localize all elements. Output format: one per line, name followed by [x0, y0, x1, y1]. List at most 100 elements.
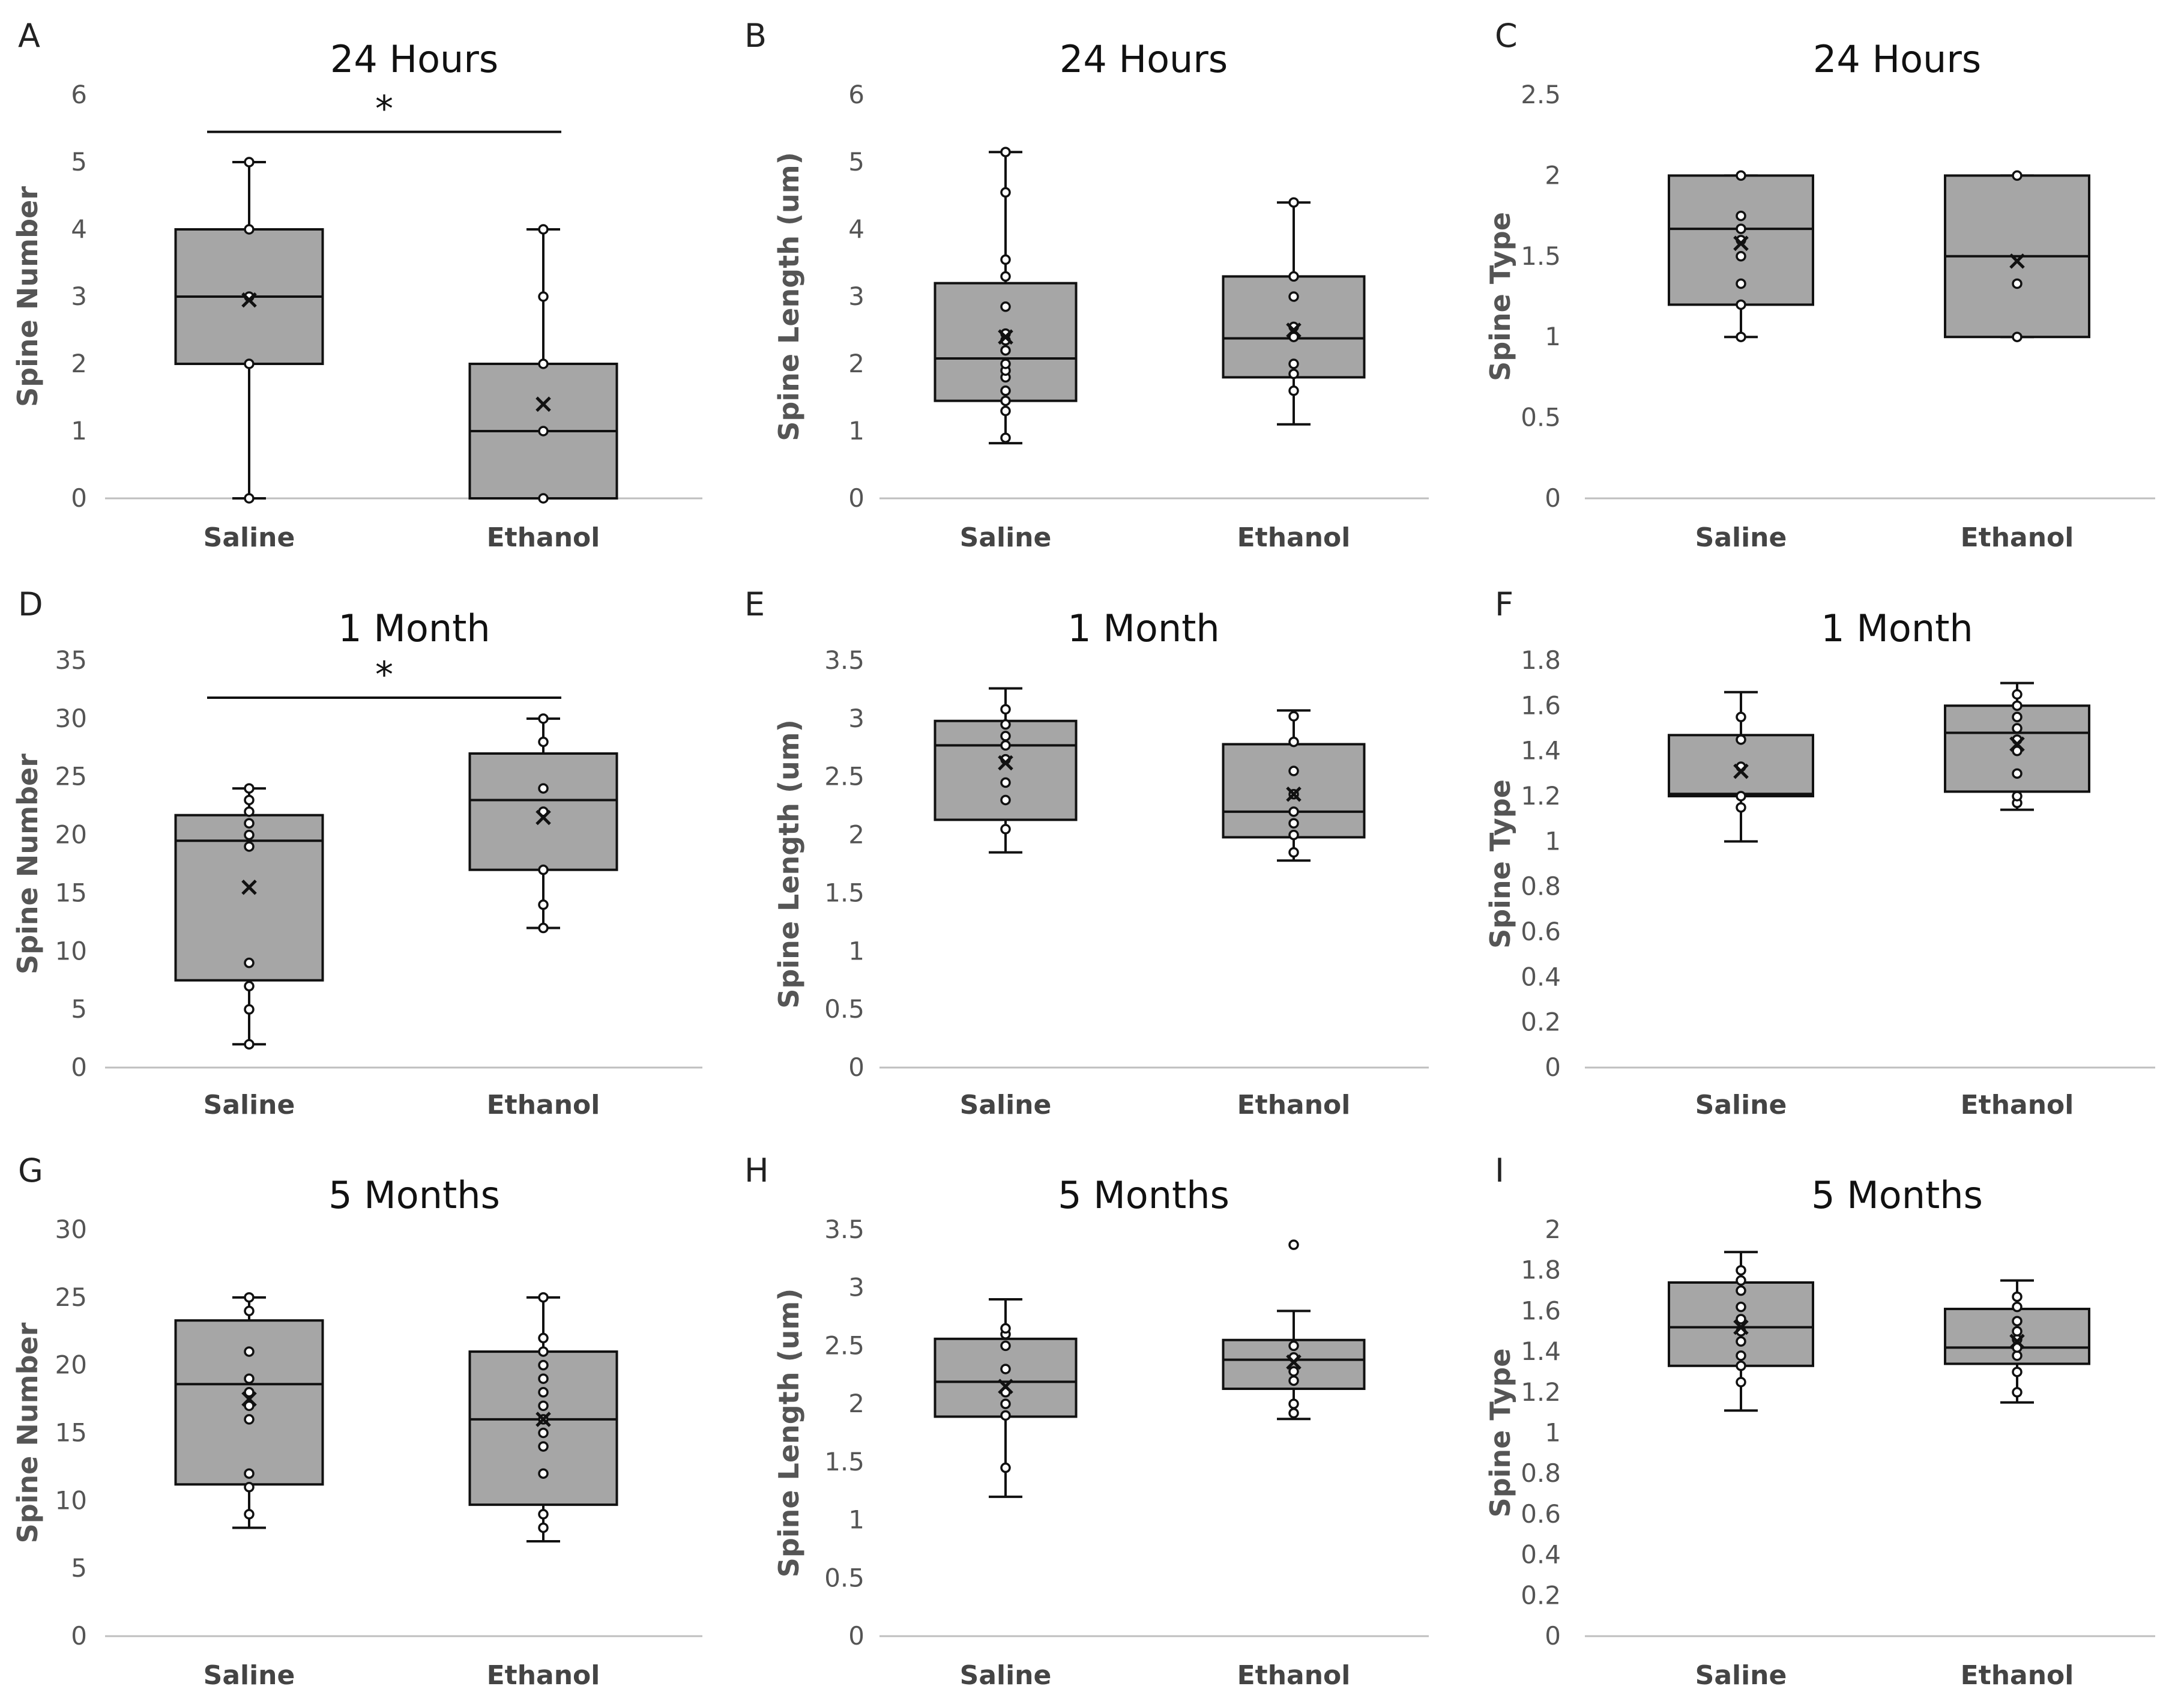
data-point [2012, 791, 2023, 802]
data-point [538, 1427, 549, 1439]
data-point [1736, 1275, 1746, 1286]
data-point [1000, 432, 1011, 443]
y-tick-label: 2 [848, 349, 864, 378]
y-tick-label: 35 [55, 645, 87, 675]
y-tick-label: 5 [848, 147, 864, 177]
box-saline [174, 157, 324, 504]
data-point [538, 1292, 549, 1303]
y-tick-label: 2 [1545, 1215, 1561, 1244]
y-tick-label: 4 [848, 214, 864, 244]
data-point [244, 783, 255, 794]
y-tick-label: 3 [848, 704, 864, 733]
mean-marker [1286, 787, 1302, 802]
data-point [1288, 1375, 1299, 1386]
y-tick-label: 2.5 [824, 762, 864, 791]
data-point [244, 1305, 255, 1317]
mean-marker [2009, 1334, 2025, 1349]
box-ethanol [1944, 170, 2090, 342]
y-tick-label: 1 [848, 936, 864, 965]
data-point [244, 157, 255, 168]
y-tick-label: 0 [71, 483, 87, 513]
box-ethanol [1222, 1239, 1366, 1421]
y-axis-label: Spine Type [1484, 212, 1516, 381]
data-point [538, 1373, 549, 1384]
data-point [1288, 331, 1299, 342]
data-point [244, 957, 255, 968]
data-point [1736, 712, 1746, 722]
y-tick-label: 0 [848, 1053, 864, 1082]
data-point [1288, 369, 1299, 379]
y-tick-label: 0 [71, 1621, 87, 1651]
data-point [2012, 1326, 2023, 1337]
y-tick-label: 3.5 [824, 645, 864, 675]
data-point [1000, 358, 1011, 369]
data-point [1288, 711, 1299, 722]
data-point [244, 1004, 255, 1015]
data-point [1736, 1361, 1746, 1371]
y-tick-label: 20 [55, 820, 87, 850]
mean-marker [1733, 235, 1749, 252]
x-category-label: Ethanol [1961, 1660, 2074, 1691]
data-point [244, 818, 255, 829]
data-point [538, 1346, 549, 1357]
panel-title: 5 Months [1058, 1173, 1229, 1217]
data-point [1736, 1377, 1746, 1388]
y-tick-label: 2.5 [824, 1331, 864, 1360]
data-point [1288, 806, 1299, 817]
data-point [1288, 847, 1299, 858]
panel-letter: E [744, 585, 765, 623]
y-tick-label: 1.5 [1521, 241, 1561, 271]
box-ethanol [1222, 709, 1366, 862]
data-point [1000, 1462, 1011, 1473]
y-tick-label: 6 [848, 80, 864, 109]
data-point [2012, 1291, 2023, 1302]
box-saline [934, 147, 1078, 445]
panel-title: 1 Month [338, 606, 490, 650]
y-axis-label: Spine Length (um) [773, 719, 805, 1008]
panel-title: 24 Hours [330, 37, 498, 81]
box-ethanol [1944, 1279, 2090, 1404]
y-axis-label: Spine Type [1484, 779, 1516, 949]
data-point [1000, 1340, 1011, 1352]
data-point [538, 713, 549, 724]
panel-h: H 5 Months 0 0.5 1 1.5 2 2.5 3 3.5 Spine Length (u… [744, 1152, 1429, 1691]
data-point [538, 1441, 549, 1452]
data-point [244, 1482, 255, 1493]
data-point [244, 980, 255, 992]
mean-marker [1733, 1319, 1749, 1335]
data-point [538, 493, 549, 504]
data-point [244, 1387, 255, 1398]
panel-i: I 5 Months 0 0.2 0.4 0.6 0.8 1 1.2 1.4 1.6 1.8 2 Spin… [1484, 1152, 2155, 1691]
panel-title: 5 Months [1811, 1173, 1983, 1217]
data-point [538, 736, 549, 748]
data-point [538, 1387, 549, 1398]
y-tick-label: 2.5 [1521, 80, 1561, 109]
data-point [2012, 170, 2023, 181]
y-tick-label: 1.2 [1521, 1377, 1561, 1407]
y-axis-label: Spine Length (um) [773, 1289, 805, 1577]
box-ethanol [1222, 197, 1366, 426]
data-point [2012, 768, 2023, 779]
data-point [1736, 1314, 1746, 1325]
y-tick-label: 0 [848, 483, 864, 513]
data-point [1000, 704, 1011, 715]
data-point [244, 1346, 255, 1357]
data-point [2012, 331, 2023, 342]
significance-star: * [375, 88, 393, 130]
x-category-label: Saline [204, 522, 295, 553]
y-tick-label: 1.2 [1521, 781, 1561, 811]
y-tick-label: 0.6 [1521, 1499, 1561, 1529]
data-point [1288, 766, 1299, 776]
data-point [538, 358, 549, 369]
data-point [1288, 358, 1299, 369]
data-point [1000, 345, 1011, 356]
data-point [1000, 405, 1011, 417]
data-point [1000, 271, 1011, 282]
data-point [1736, 278, 1746, 289]
mean-marker [1286, 322, 1302, 338]
data-point [1736, 1301, 1746, 1313]
mean-marker [998, 1379, 1013, 1394]
y-tick-label: 0 [1545, 1053, 1561, 1082]
y-axis-label: Spine Type [1484, 1349, 1516, 1518]
